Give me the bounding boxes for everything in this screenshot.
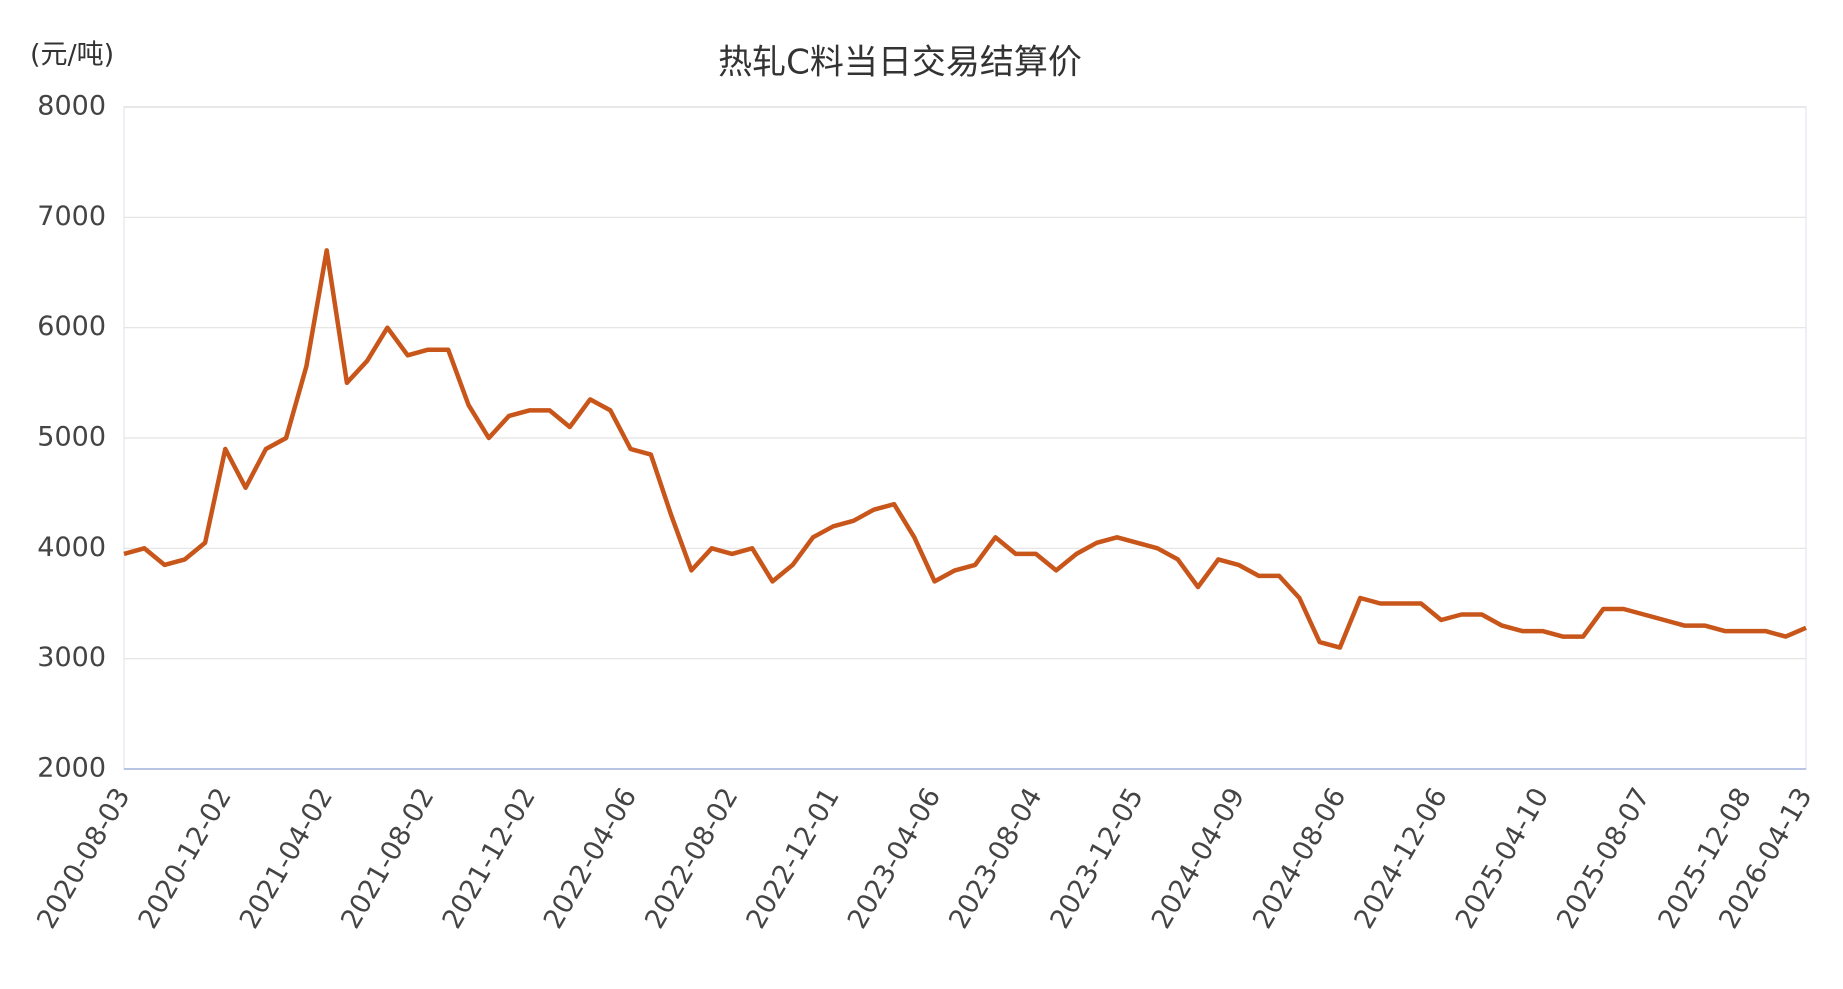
x-tick-label: 2024-08-06 (1247, 783, 1352, 934)
x-tick-label: 2022-04-06 (538, 783, 643, 934)
x-tick-label: 2021-08-02 (335, 783, 440, 934)
x-tick-label: 2020-12-02 (133, 783, 238, 934)
x-tick-label: 2020-08-03 (31, 783, 136, 934)
price-line (123, 248, 1807, 650)
y-tick-label: 3000 (37, 642, 106, 673)
x-tick-label: 2021-04-02 (234, 783, 339, 934)
x-tick-label: 2022-12-01 (741, 783, 846, 934)
x-tick-label: 2024-12-06 (1348, 783, 1453, 934)
x-tick-label: 2025-04-10 (1450, 783, 1555, 934)
y-tick-label: 2000 (37, 753, 106, 784)
chart-title: 热轧C料当日交易结算价 (718, 43, 1082, 83)
x-tick-label: 2023-08-04 (943, 783, 1048, 934)
x-tick-label: 2025-08-07 (1551, 783, 1656, 934)
x-tick-label: 2021-12-02 (437, 783, 542, 934)
y-tick-label: 4000 (37, 532, 106, 563)
x-tick-label: 2023-12-05 (1045, 783, 1150, 934)
x-tick-label: 2023-04-06 (842, 783, 947, 934)
y-tick-label: 6000 (37, 311, 106, 342)
y-axis-label: (元/吨) (30, 40, 114, 71)
y-tick-label: 8000 (37, 91, 106, 122)
y-tick-label: 5000 (37, 422, 106, 453)
x-tick-label: 2022-08-02 (639, 783, 744, 934)
y-tick-label: 7000 (37, 201, 106, 232)
x-tick-label: 2024-04-09 (1146, 783, 1251, 934)
